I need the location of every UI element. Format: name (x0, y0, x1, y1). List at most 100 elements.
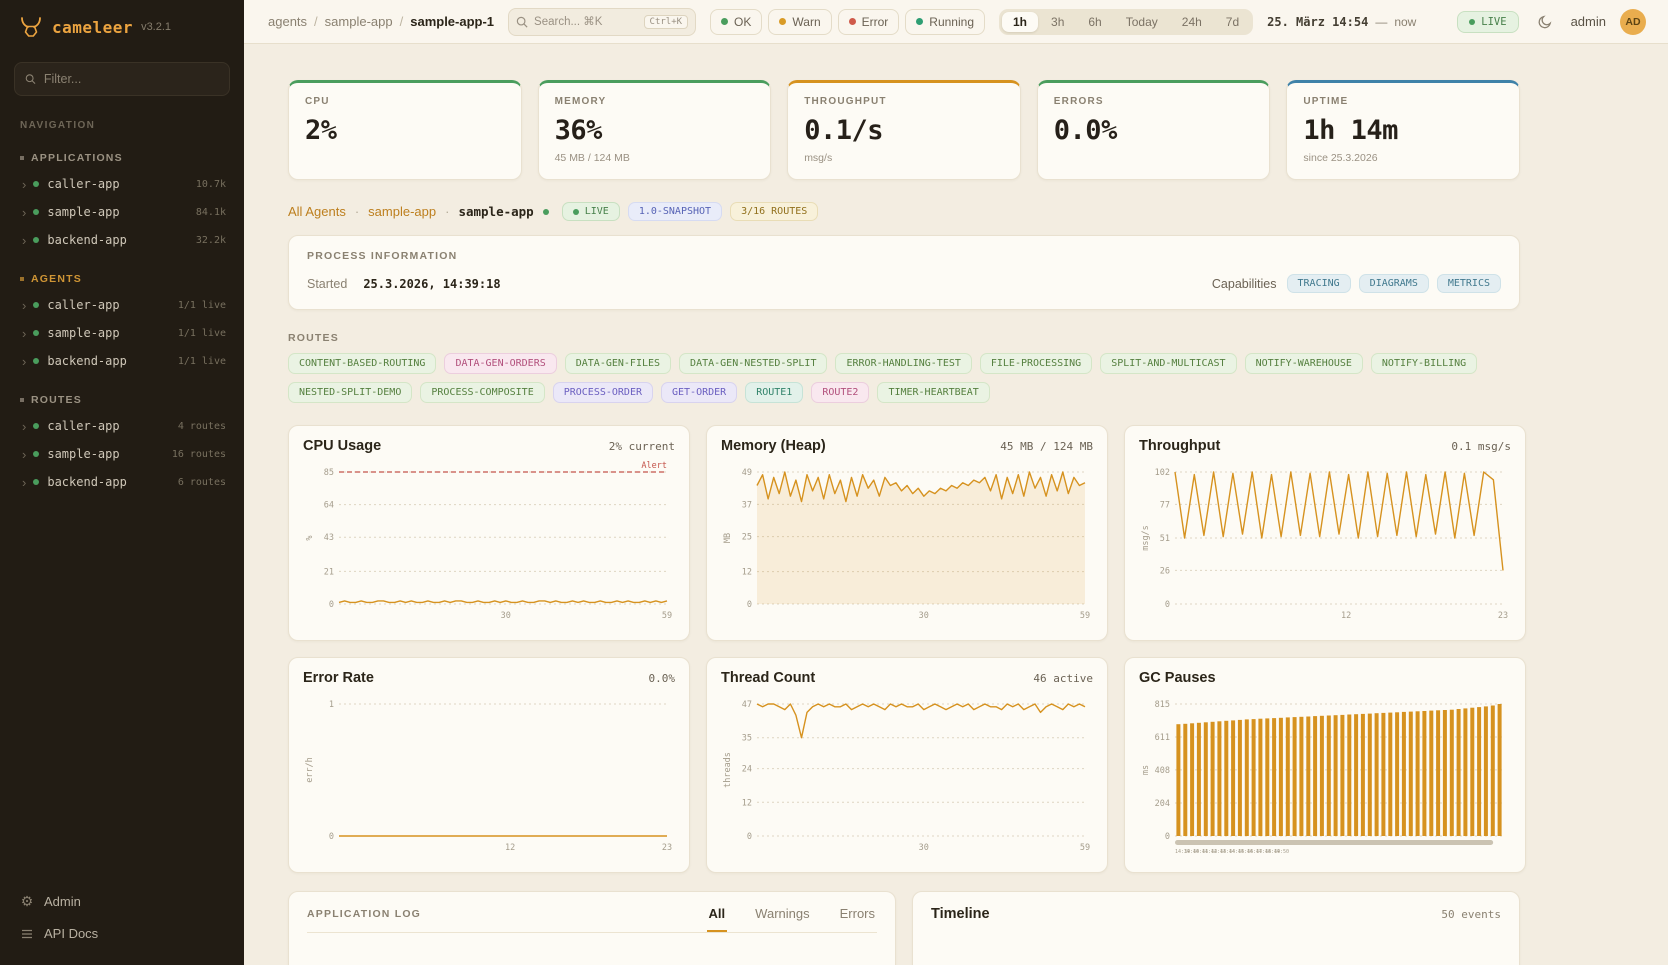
route-pill-file-processing[interactable]: FILE-PROCESSING (979, 353, 1093, 374)
range-today[interactable]: Today (1115, 12, 1169, 32)
route-pill-get-order[interactable]: GET-ORDER (661, 382, 738, 403)
dark-mode-toggle[interactable] (1533, 10, 1557, 34)
sidebar-api-docs[interactable]: API Docs (0, 918, 244, 949)
chart-current-value: 0.1 msg/s (1451, 440, 1511, 453)
range-24h[interactable]: 24h (1171, 12, 1213, 32)
svg-text:59: 59 (1080, 611, 1090, 621)
datetime-picker[interactable]: 25. März 14:54 — now (1267, 15, 1416, 29)
live-badge[interactable]: LIVE (1457, 10, 1519, 33)
route-pill-notify-warehouse[interactable]: NOTIFY-WAREHOUSE (1244, 353, 1363, 374)
sidebar-item-label: backend-app (47, 354, 127, 368)
breadcrumb-sample-app[interactable]: sample-app (324, 14, 393, 29)
range-7d[interactable]: 7d (1215, 12, 1250, 32)
svg-text:0: 0 (747, 832, 752, 842)
section-label: ROUTES (31, 394, 82, 406)
route-pill-process-order[interactable]: PROCESS-ORDER (552, 382, 653, 403)
sidebar-item-agents-backend-app[interactable]: › backend-app 1/1 live (0, 347, 244, 375)
sidebar-item-agents-caller-app[interactable]: › caller-app 1/1 live (0, 291, 244, 319)
filter-ok[interactable]: OK (710, 8, 763, 35)
top-bar: agents / sample-app / sample-app-1 Ctrl+… (244, 0, 1668, 44)
route-pill-route2[interactable]: ROUTE2 (811, 382, 870, 403)
datetime-dash: — (1375, 14, 1388, 29)
svg-text:23: 23 (662, 843, 672, 853)
status-dot (33, 358, 40, 364)
chevron-right-icon: › (22, 353, 27, 369)
range-6h[interactable]: 6h (1077, 12, 1112, 32)
sidebar-item-applications-caller-app[interactable]: › caller-app 10.7k (0, 170, 244, 198)
chevron-right-icon: › (22, 204, 27, 220)
route-pill-process-composite[interactable]: PROCESS-COMPOSITE (420, 382, 545, 403)
search-input[interactable] (534, 15, 638, 28)
status-dot (916, 18, 924, 25)
sidebar-item-badge: 32.2k (195, 234, 226, 246)
svg-text:ms: ms (1141, 765, 1151, 775)
gear-icon: ⚙ (20, 893, 34, 909)
filter-input[interactable] (43, 72, 219, 86)
sidebar-item-agents-sample-app[interactable]: › sample-app 1/1 live (0, 319, 244, 347)
range-3h[interactable]: 3h (1040, 12, 1075, 32)
chart-title: GC Pauses (1139, 670, 1216, 686)
filter-warn[interactable]: Warn (768, 8, 832, 35)
section-label: AGENTS (31, 273, 82, 285)
range-1h[interactable]: 1h (1002, 11, 1039, 32)
app-logo[interactable]: cameleer v3.2.1 (0, 0, 244, 52)
sidebar-item-routes-caller-app[interactable]: › caller-app 4 routes (0, 412, 244, 440)
chart-title: CPU Usage (303, 438, 382, 454)
filter-label: Warn (792, 14, 821, 29)
svg-text:43: 43 (324, 533, 334, 543)
svg-text:0: 0 (747, 600, 752, 610)
stat-sub: since 25.3.2026 (1303, 152, 1378, 164)
svg-text:51: 51 (1160, 534, 1170, 544)
svg-text:611: 611 (1155, 733, 1170, 743)
status-dot (721, 18, 729, 25)
live-dot (572, 208, 579, 215)
sidebar-item-badge: 1/1 live (177, 327, 226, 339)
agent-app-link[interactable]: sample-app (368, 204, 437, 219)
avatar[interactable]: AD (1620, 8, 1646, 35)
status-dot (779, 18, 787, 25)
error-rate-chart-card: Error Rate 0.0% 0 1 err/h 12 23 (288, 657, 690, 873)
log-tab-errors[interactable]: Errors (838, 906, 877, 932)
route-pill-timer-heartbeat[interactable]: TIMER-HEARTBEAT (877, 382, 990, 403)
log-tab-warnings[interactable]: Warnings (753, 906, 811, 932)
filter-running[interactable]: Running (905, 8, 985, 35)
svg-text:14:39: 14:39 (1175, 849, 1190, 855)
search-box[interactable]: Ctrl+K (508, 7, 697, 36)
breadcrumb-agents[interactable]: agents (268, 14, 308, 29)
route-pill-nested-split-demo[interactable]: NESTED-SPLIT-DEMO (288, 382, 413, 403)
search-icon (25, 74, 36, 85)
sidebar-item-applications-backend-app[interactable]: › backend-app 32.2k (0, 226, 244, 254)
route-pill-data-gen-orders[interactable]: DATA-GEN-ORDERS (444, 353, 557, 374)
sidebar-item-label: sample-app (47, 447, 120, 461)
log-tab-all[interactable]: All (706, 906, 728, 932)
breadcrumb-separator: / (399, 14, 404, 29)
stat-sub: 45 MB / 124 MB (554, 152, 630, 164)
process-info-title: PROCESS INFORMATION (307, 250, 458, 262)
route-pill-route1[interactable]: ROUTE1 (745, 382, 804, 403)
route-pill-data-gen-nested-split[interactable]: DATA-GEN-NESTED-SPLIT (679, 353, 828, 374)
route-pill-content-based-routing[interactable]: CONTENT-BASED-ROUTING (288, 353, 437, 374)
chart-svg-throughput: 0 26 51 77 102 msg/s 12 23 (1141, 468, 1508, 621)
route-pill-notify-billing[interactable]: NOTIFY-BILLING (1370, 353, 1478, 374)
route-pill-data-gen-files[interactable]: DATA-GEN-FILES (564, 353, 672, 374)
sidebar-item-applications-sample-app[interactable]: › sample-app 84.1k (0, 198, 244, 226)
capabilities-group: Capabilities TRACING DIAGRAMS METRICS (1212, 274, 1501, 293)
chart-title: Memory (Heap) (721, 438, 826, 454)
svg-text:12: 12 (1341, 611, 1351, 621)
all-agents-link[interactable]: All Agents (288, 204, 346, 219)
route-pill-error-handling-test[interactable]: ERROR-HANDLING-TEST (835, 353, 972, 374)
sidebar-filter-box (14, 62, 230, 96)
stat-value: 0.1/s (804, 115, 883, 146)
app-name: cameleer (52, 17, 134, 37)
sidebar-admin[interactable]: ⚙ Admin (0, 885, 244, 918)
chart-current-value: 0.0% (648, 672, 676, 685)
sidebar-sections: APPLICATIONS › caller-app 10.7k › sample-app 8… (0, 133, 244, 496)
svg-text:14:41: 14:41 (1193, 849, 1208, 855)
sidebar-item-routes-sample-app[interactable]: › sample-app 16 routes (0, 440, 244, 468)
route-pill-split-and-multicast[interactable]: SPLIT-AND-MULTICAST (1100, 353, 1237, 374)
throughput-chart: 0 26 51 77 102 msg/s 12 23 (1139, 456, 1511, 628)
svg-text:MB: MB (723, 533, 733, 543)
sidebar-item-routes-backend-app[interactable]: › backend-app 6 routes (0, 468, 244, 496)
datetime-value: 25. März 14:54 (1267, 14, 1369, 29)
filter-error[interactable]: Error (837, 8, 900, 35)
